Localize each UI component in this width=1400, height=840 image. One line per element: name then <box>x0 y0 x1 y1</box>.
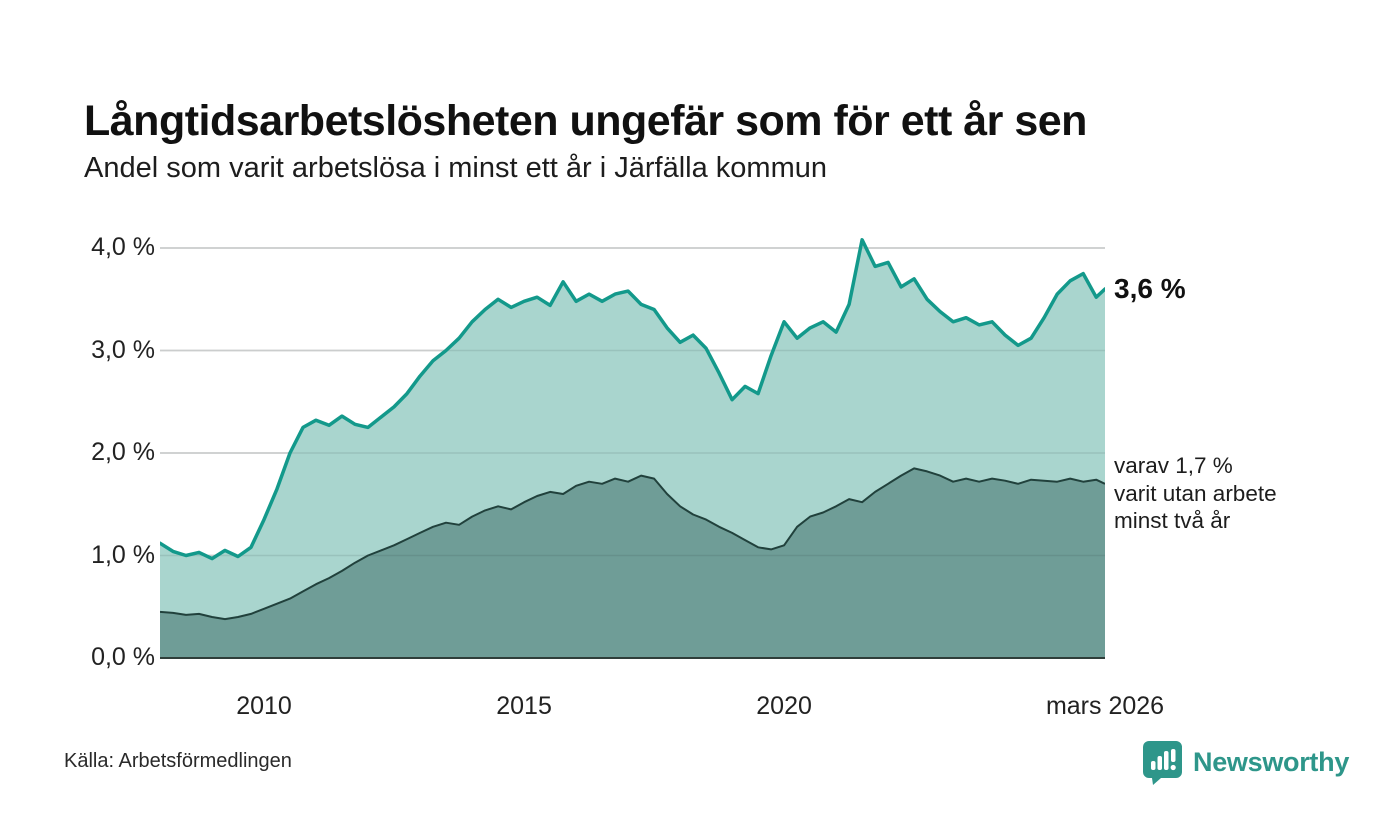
secondary-annotation-line: varav 1,7 % <box>1114 453 1233 478</box>
newsworthy-logo-text: Newsworthy <box>1193 746 1350 777</box>
y-tick-label: 1,0 % <box>91 540 155 569</box>
newsworthy-logo: Newsworthy <box>1142 739 1349 785</box>
area-min-two-years <box>160 468 1105 658</box>
secondary-series-annotation: varav 1,7 % varit utan arbete minst två år <box>1114 452 1277 535</box>
source-note: Källa: Arbetsförmedlingen <box>64 750 292 772</box>
x-tick-label: 2020 <box>756 692 812 720</box>
line-min-two-years <box>160 467 1105 621</box>
y-tick-label: 0,0 % <box>91 643 155 671</box>
page-subtitle: Andel som varit arbetslösa i minst ett å… <box>84 152 827 184</box>
y-tick-label: 3,0 % <box>91 335 155 364</box>
x-tick-label: 2010 <box>236 692 292 720</box>
page-title: Långtidsarbetslösheten ungefär som för e… <box>84 96 1087 145</box>
area-chart <box>160 238 1105 659</box>
secondary-annotation-line: minst två år <box>1114 508 1231 534</box>
y-tick-label: 4,0 % <box>91 233 155 261</box>
y-tick-label: 2,0 % <box>91 438 155 466</box>
secondary-annotation-line: varit utan arbete <box>1114 480 1277 506</box>
newsworthy-logo-icon <box>1143 741 1182 785</box>
line-min-one-year <box>160 238 1105 561</box>
x-tick-label: 2015 <box>496 692 552 720</box>
x-tick-label: mars 2026 <box>1045 692 1165 720</box>
latest-value-label: 3,6 % <box>1114 273 1186 304</box>
